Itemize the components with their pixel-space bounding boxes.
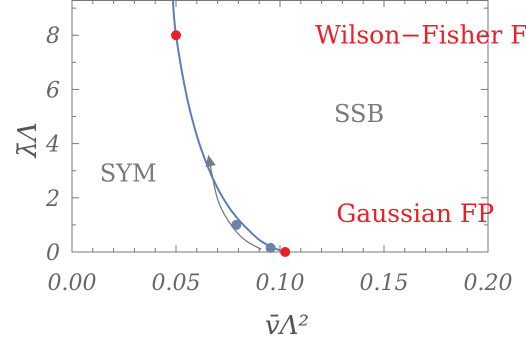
x-axis-title: v̄Λ² bbox=[265, 311, 309, 341]
data-point bbox=[171, 30, 181, 41]
flow-direction-arrow bbox=[205, 154, 262, 250]
data-point bbox=[280, 247, 291, 257]
x-tick-label: 0.20 bbox=[464, 271, 513, 296]
x-tick-label: 0.15 bbox=[360, 271, 409, 296]
phase-region-label: SSB bbox=[334, 100, 384, 128]
y-tick-labels: 0 2 4 6 8 bbox=[45, 24, 60, 266]
flow-curve-series bbox=[171, 0, 286, 253]
x-tick-label: 0.10 bbox=[256, 271, 305, 296]
x-axis-title-text: v̄Λ² bbox=[265, 311, 309, 341]
y-tick-label: 4 bbox=[45, 133, 60, 158]
y-tick-label: 6 bbox=[46, 78, 60, 103]
data-point bbox=[231, 219, 242, 230]
y-axis-title: λ̄Λ bbox=[13, 122, 43, 158]
y-tick-label: 8 bbox=[46, 24, 60, 49]
data-point bbox=[265, 242, 276, 253]
tick-marks bbox=[71, 0, 489, 253]
fixed-point-label: Gaussian FP bbox=[336, 199, 494, 228]
y-tick-label: 0 bbox=[46, 241, 60, 266]
flow-curve-line bbox=[171, 0, 286, 253]
x-tick-labels: 0.00 0.05 0.10 0.15 0.20 bbox=[48, 271, 513, 296]
svg-text:v̄Λ²: v̄Λ² bbox=[265, 311, 309, 341]
annotations: Wilson−Fisher FP Gaussian FP SSB SYM bbox=[100, 20, 526, 228]
x-tick-label: 0.00 bbox=[48, 271, 97, 296]
data-points bbox=[171, 30, 291, 257]
y-axis-title-text: λ̄Λ bbox=[13, 122, 43, 158]
phase-region-label: SYM bbox=[100, 160, 157, 188]
fixed-point-label: Wilson−Fisher FP bbox=[315, 20, 526, 49]
rg-flow bbox=[205, 154, 262, 250]
y-tick-label: 2 bbox=[45, 187, 60, 212]
x-tick-label: 0.05 bbox=[152, 271, 201, 296]
